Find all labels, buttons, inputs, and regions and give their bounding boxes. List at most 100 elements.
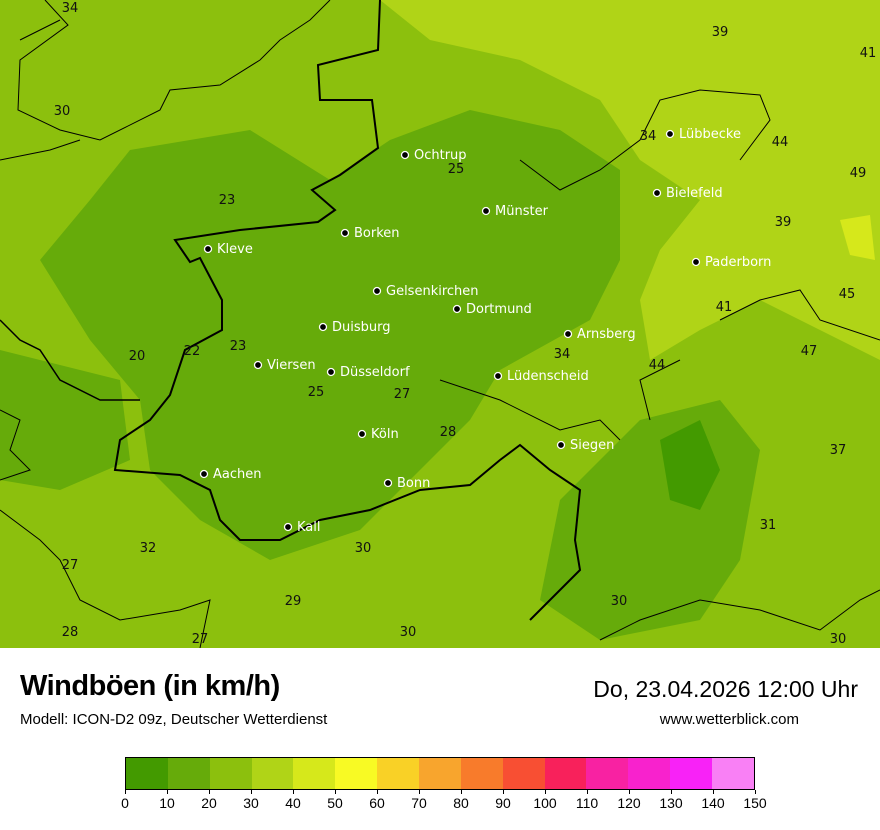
city-label: Paderborn <box>705 255 771 270</box>
legend-swatch <box>293 758 336 789</box>
city-dot-icon <box>481 206 491 216</box>
legend-swatch <box>460 758 503 789</box>
legend-tick-mark <box>671 790 672 794</box>
city-marker: Kall <box>283 520 321 535</box>
legend-swatch <box>251 758 294 789</box>
legend-swatch <box>712 758 754 789</box>
zone-10-20-southwest <box>0 350 130 490</box>
city-label: Lüdenscheid <box>507 369 589 384</box>
legend-tick-label: 50 <box>327 795 343 811</box>
city-dot-icon <box>383 478 393 488</box>
gust-value-label: 27 <box>62 558 79 573</box>
city-dot-icon <box>691 257 701 267</box>
legend-tick-label: 120 <box>617 795 641 811</box>
city-marker: Gelsenkirchen <box>372 284 479 299</box>
city-label: Köln <box>371 427 399 442</box>
legend-swatch <box>377 758 420 789</box>
map-title: Windböen (in km/h) <box>20 670 280 702</box>
city-dot-icon <box>452 304 462 314</box>
legend-swatch <box>670 758 713 789</box>
city-label: Duisburg <box>332 320 391 335</box>
city-dot-icon <box>318 322 328 332</box>
city-label: Viersen <box>267 358 316 373</box>
gust-value-label: 28 <box>440 425 457 440</box>
city-dot-icon <box>556 440 566 450</box>
zone-40-50-patch <box>840 215 875 260</box>
city-dot-icon <box>400 150 410 160</box>
legend-ticks: 0 10 20 30 40 50 60 70 80 90 100 110 120 130 140 150 <box>121 790 767 820</box>
city-dot-icon <box>357 429 367 439</box>
city-label: Bielefeld <box>666 186 723 201</box>
gust-value-label: 41 <box>716 300 733 315</box>
legend-swatch <box>126 758 168 789</box>
gust-value-label: 49 <box>850 166 867 181</box>
legend-swatch <box>209 758 252 789</box>
legend-swatch <box>628 758 671 789</box>
city-label: Aachen <box>213 467 261 482</box>
legend-tick-mark <box>755 790 756 794</box>
zone-30-40-northeast <box>380 0 880 360</box>
gust-value-label: 32 <box>140 541 157 556</box>
gust-value-label: 27 <box>394 387 411 402</box>
city-dot-icon <box>493 371 503 381</box>
city-marker: Siegen <box>556 438 614 453</box>
city-marker: Borken <box>340 226 400 241</box>
color-legend <box>125 757 755 790</box>
legend-tick-mark <box>167 790 168 794</box>
city-dot-icon <box>372 286 382 296</box>
legend-tick-label: 40 <box>285 795 301 811</box>
city-label: Gelsenkirchen <box>386 284 479 299</box>
legend-tick-mark <box>713 790 714 794</box>
gust-value-label: 20 <box>129 349 146 364</box>
gust-value-label: 37 <box>830 443 847 458</box>
zone-10-20-central <box>40 110 620 560</box>
legend-tick-mark <box>629 790 630 794</box>
city-label: Münster <box>495 204 549 219</box>
gust-value-label: 27 <box>192 632 209 647</box>
city-marker: Bielefeld <box>652 186 723 201</box>
gust-value-label: 41 <box>860 46 877 61</box>
legend-swatch <box>586 758 629 789</box>
forecast-datetime: Do, 23.04.2026 12:00 Uhr <box>593 676 858 702</box>
legend-tick-mark <box>503 790 504 794</box>
legend-tick-mark <box>251 790 252 794</box>
borders <box>0 0 880 648</box>
legend-tick-label: 150 <box>743 795 767 811</box>
city-dot-icon <box>253 360 263 370</box>
city-marker: Aachen <box>199 467 261 482</box>
legend-tick-mark <box>419 790 420 794</box>
city-dot-icon <box>563 329 573 339</box>
city-marker: Viersen <box>253 358 316 373</box>
city-label: Dortmund <box>466 302 532 317</box>
city-marker: Duisburg <box>318 320 391 335</box>
website-link[interactable]: www.wetterblick.com <box>659 711 799 728</box>
legend-tick-mark <box>335 790 336 794</box>
wind-gust-map: Ochtrup Münster Lübbecke Bielefeld Paderborn… <box>0 0 880 648</box>
gust-value-label: 29 <box>285 594 302 609</box>
city-marker: Dortmund <box>452 302 532 317</box>
gust-value-label: 30 <box>400 625 417 640</box>
city-marker: Ochtrup <box>400 148 467 163</box>
city-label: Kleve <box>217 242 253 257</box>
gust-value-label: 25 <box>308 385 325 400</box>
gust-value-label: 30 <box>830 632 847 647</box>
gust-value-label: 25 <box>448 162 465 177</box>
legend-tick-label: 140 <box>701 795 725 811</box>
city-label: Kall <box>297 520 321 535</box>
legend-tick-label: 10 <box>159 795 175 811</box>
gust-value-label: 30 <box>54 104 71 119</box>
city-label: Lübbecke <box>679 127 741 142</box>
gust-value-label: 30 <box>355 541 372 556</box>
city-marker: Münster <box>481 204 549 219</box>
legend-tick-mark <box>125 790 126 794</box>
gust-value-label: 44 <box>772 135 789 150</box>
legend-tick-label: 70 <box>411 795 427 811</box>
legend-swatch <box>335 758 378 789</box>
gust-value-label: 34 <box>554 347 571 362</box>
legend-tick-mark <box>545 790 546 794</box>
gust-value-label: 31 <box>760 518 777 533</box>
legend-tick-label: 110 <box>575 795 599 811</box>
gust-value-label: 47 <box>801 344 818 359</box>
city-marker: Arnsberg <box>563 327 636 342</box>
gust-value-label: 34 <box>62 1 79 16</box>
